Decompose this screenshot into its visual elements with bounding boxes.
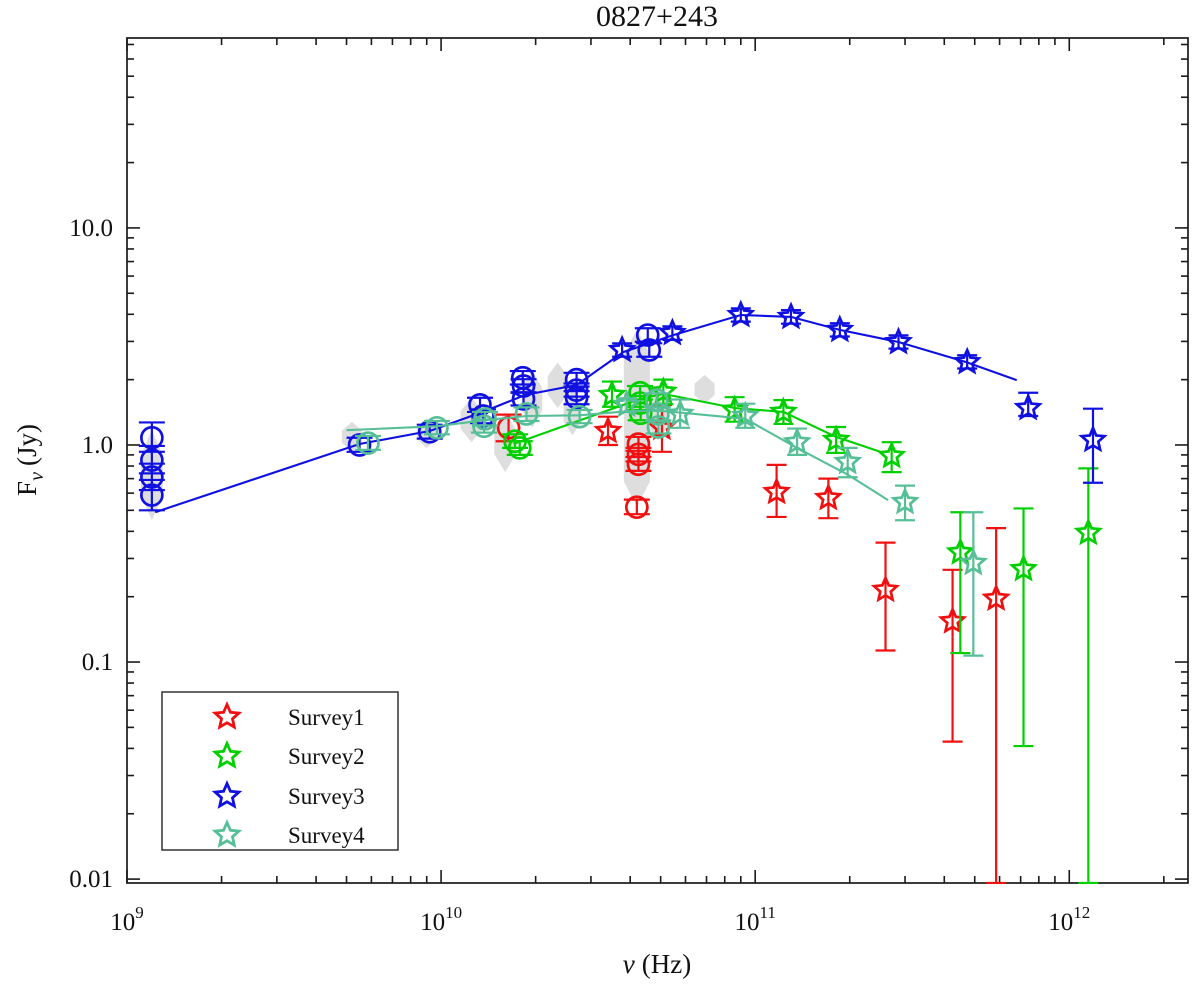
x-axis-label: ν (Hz) — [623, 949, 691, 979]
circle-marker — [646, 415, 671, 439]
star-marker — [726, 299, 756, 328]
circle-marker — [514, 402, 539, 426]
x-tick-label: 1011 — [734, 903, 775, 936]
legend-item-survey1: Survey1 — [211, 700, 365, 730]
legend-label-survey2: Survey2 — [288, 744, 365, 769]
y-tick-label: 10.0 — [69, 215, 113, 242]
star-marker — [813, 482, 844, 511]
legend: Survey1 Survey2 Survey3 Survey4 — [161, 691, 399, 851]
star-marker — [607, 334, 637, 363]
circle-marker — [140, 483, 164, 507]
x-label-symbol: ν — [623, 949, 635, 979]
star-marker — [1008, 553, 1039, 582]
star-marker — [730, 400, 760, 429]
star-marker — [1078, 424, 1108, 453]
circle-marker — [511, 387, 536, 411]
star-marker — [657, 317, 688, 346]
x-tick-label: 109 — [110, 903, 144, 936]
series-survey4 — [346, 388, 989, 657]
star-marker — [776, 301, 806, 330]
star-marker — [877, 440, 907, 469]
y-label-subscript: ν — [26, 472, 48, 481]
y-tick-label: 0.01 — [69, 866, 113, 893]
star-marker — [821, 424, 851, 453]
circle-marker — [635, 323, 660, 347]
legend-box — [161, 691, 399, 851]
star-marker — [1013, 392, 1043, 421]
legend-label-survey3: Survey3 — [288, 784, 365, 809]
shaded-diamond — [547, 362, 568, 409]
circle-marker — [425, 415, 449, 440]
circle-marker — [644, 388, 669, 412]
circle-marker — [624, 495, 649, 520]
survey1-star-icon — [211, 700, 243, 730]
axes-box-and-ticks — [126, 37, 1189, 884]
star-marker — [890, 486, 920, 515]
y-tick-label: 1.0 — [82, 432, 113, 459]
legend-label-survey1: Survey1 — [288, 705, 365, 730]
star-marker — [1073, 517, 1104, 546]
star-marker — [768, 396, 799, 425]
star-marker — [870, 574, 901, 603]
survey3-star-icon — [211, 779, 243, 809]
legend-label-survey4: Survey4 — [288, 823, 365, 848]
star-marker — [612, 389, 642, 418]
star-marker — [825, 314, 855, 343]
x-tick-label: 1012 — [1048, 903, 1090, 936]
tick-labels: 109 1010 1011 1012 0.01 0.1 1.0 10.0 — [69, 215, 1090, 936]
star-marker — [952, 346, 982, 375]
circle-marker — [507, 436, 532, 460]
star-marker — [833, 446, 863, 475]
circle-marker — [472, 414, 496, 439]
legend-item-survey3: Survey3 — [211, 779, 365, 809]
circle-marker — [356, 431, 380, 455]
shaded-diamond — [694, 375, 715, 404]
star-marker — [665, 398, 695, 427]
circle-marker — [347, 433, 372, 457]
plot-box — [126, 37, 1189, 884]
circle-marker — [567, 404, 592, 429]
star-marker — [945, 537, 976, 565]
star-marker — [761, 476, 792, 505]
circle-marker — [564, 385, 589, 410]
data-layer — [138, 299, 1108, 885]
legend-item-survey4: Survey4 — [211, 818, 365, 848]
y-axis-label: Fν (Jy) — [12, 424, 48, 496]
star-marker — [782, 426, 812, 455]
y-label-symbol: F — [12, 481, 42, 496]
y-label-unit: (Jy) — [12, 424, 42, 466]
series-survey3 — [138, 299, 1108, 514]
x-label-unit: (Hz) — [642, 949, 691, 979]
star-marker — [981, 583, 1011, 612]
legend-item-survey2: Survey2 — [211, 739, 365, 769]
star-marker — [597, 379, 627, 408]
star-marker — [883, 326, 914, 355]
circle-marker — [626, 452, 651, 477]
star-marker — [648, 376, 678, 405]
series-line-survey3 — [154, 313, 1018, 514]
chart-title: 0827+243 — [596, 0, 718, 33]
survey4-star-icon — [211, 818, 243, 848]
circle-marker — [637, 338, 662, 362]
x-tick-label: 1010 — [420, 903, 462, 936]
star-marker — [593, 415, 623, 444]
series-survey1 — [495, 403, 1011, 885]
y-tick-label: 0.1 — [82, 649, 113, 676]
star-marker — [958, 547, 989, 576]
survey2-star-icon — [211, 739, 243, 769]
